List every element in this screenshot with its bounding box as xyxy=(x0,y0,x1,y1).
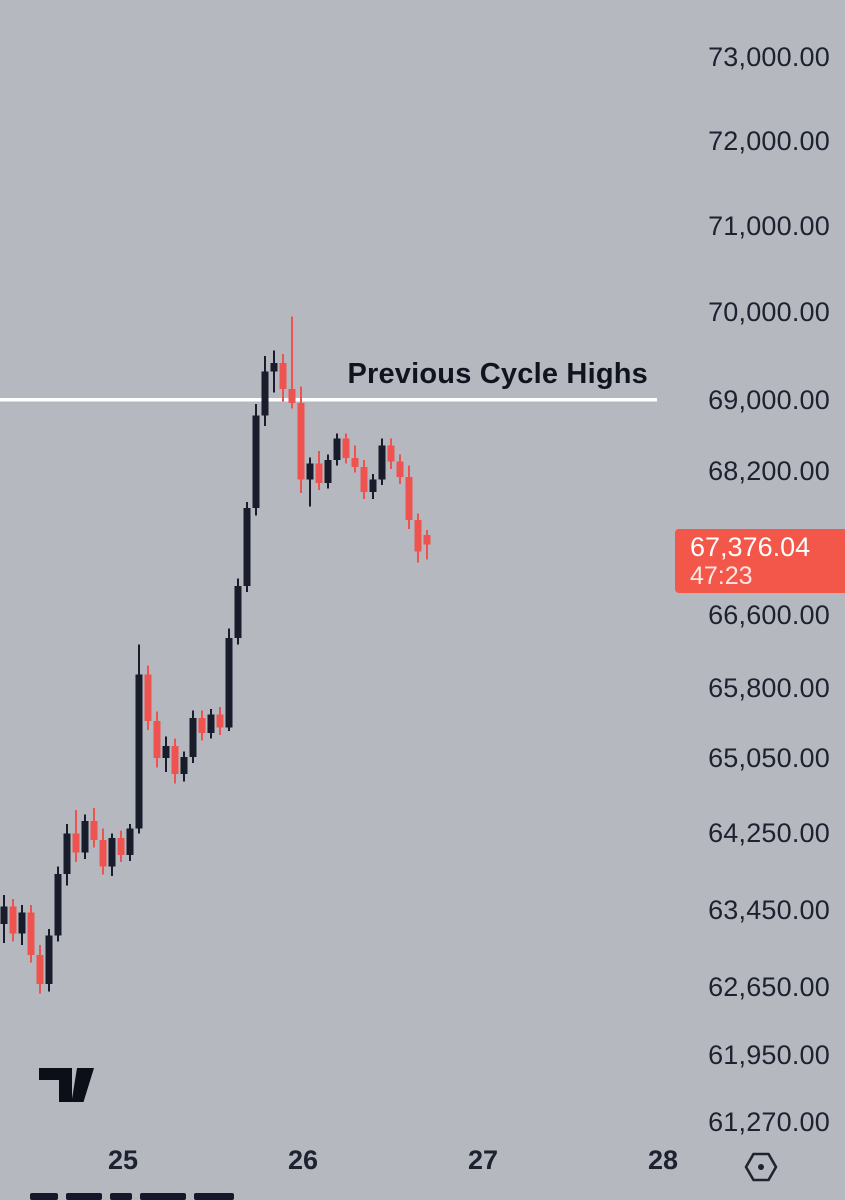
cropped-ui-fragment xyxy=(66,1193,102,1200)
candle xyxy=(405,465,413,529)
candle xyxy=(18,904,26,946)
candle xyxy=(81,814,89,859)
bar-countdown: 47:23 xyxy=(690,561,753,590)
candle xyxy=(279,354,287,402)
candle xyxy=(135,644,143,834)
candle xyxy=(288,316,296,409)
price-tick-label: 72,000.00 xyxy=(708,125,830,156)
candle xyxy=(297,386,305,493)
time-axis[interactable]: 25 26 27 28 xyxy=(0,1140,845,1200)
candle xyxy=(261,355,269,427)
candle xyxy=(216,707,224,735)
last-price-value: 67,376.04 xyxy=(690,531,811,562)
price-tick-label: 70,000.00 xyxy=(708,297,830,328)
candle xyxy=(153,711,161,768)
price-tick-label: 65,050.00 xyxy=(708,743,830,774)
candle xyxy=(207,708,215,739)
time-axis-label: 27 xyxy=(467,1145,499,1175)
cropped-ui-fragment xyxy=(30,1193,58,1200)
candle xyxy=(27,904,35,963)
candle xyxy=(360,459,368,500)
price-tick-label: 66,600.00 xyxy=(708,599,830,630)
candle xyxy=(378,438,386,485)
candle xyxy=(315,451,323,491)
candle xyxy=(117,830,125,862)
candle xyxy=(243,501,251,593)
annotation-label[interactable]: Previous Cycle Highs xyxy=(347,357,648,390)
price-tick-label: 65,800.00 xyxy=(708,673,830,704)
time-axis-label: 26 xyxy=(287,1145,319,1175)
candle xyxy=(342,433,350,464)
candle xyxy=(36,945,44,994)
cropped-ui-fragment xyxy=(194,1193,234,1200)
candle xyxy=(9,899,17,942)
candle xyxy=(162,736,170,773)
candle xyxy=(198,710,206,741)
price-tick-label: 63,450.00 xyxy=(708,894,830,925)
hexagon-settings-icon[interactable] xyxy=(742,1148,780,1186)
price-tick-label: 64,250.00 xyxy=(708,818,830,849)
price-tick-label: 68,200.00 xyxy=(708,455,830,486)
price-tick-label: 73,000.00 xyxy=(708,42,830,73)
cropped-ui-fragment xyxy=(110,1193,132,1200)
candle xyxy=(180,751,188,782)
candle xyxy=(351,445,359,473)
price-tick-label: 61,950.00 xyxy=(708,1040,830,1071)
candle xyxy=(171,738,179,784)
candle xyxy=(270,350,278,393)
candle xyxy=(45,928,53,992)
candle xyxy=(333,433,341,466)
candle xyxy=(108,833,116,877)
candle xyxy=(72,809,80,862)
candle xyxy=(369,474,377,500)
price-tick-label: 71,000.00 xyxy=(708,210,830,241)
candle xyxy=(0,895,8,944)
candle xyxy=(396,454,404,484)
candle xyxy=(126,824,134,861)
last-price-badge: 67,376.04 47:23 xyxy=(675,528,845,593)
candle xyxy=(225,628,233,732)
price-tick-label: 61,270.00 xyxy=(708,1107,830,1138)
cropped-ui-fragment xyxy=(140,1193,186,1200)
tradingview-logo-icon[interactable] xyxy=(36,1063,98,1105)
candle xyxy=(90,807,98,848)
candle xyxy=(252,404,260,516)
candle xyxy=(189,710,197,763)
candle xyxy=(63,824,71,886)
candle xyxy=(423,529,431,560)
price-tick-label: 62,650.00 xyxy=(708,971,830,1002)
candle xyxy=(54,866,62,942)
time-axis-label: 28 xyxy=(647,1145,679,1175)
price-tick-label: 69,000.00 xyxy=(708,384,830,415)
candle xyxy=(387,438,395,469)
candle xyxy=(144,665,152,731)
candle xyxy=(414,513,422,563)
candle xyxy=(306,457,314,507)
price-axis[interactable]: 73,000.00 72,000.00 71,000.00 70,000.00 69,0… xyxy=(665,0,845,1200)
time-axis-label: 25 xyxy=(107,1145,139,1175)
candle xyxy=(324,454,332,489)
previous-cycle-highs-line[interactable] xyxy=(0,397,657,402)
candle xyxy=(99,828,107,875)
candle xyxy=(234,578,242,645)
